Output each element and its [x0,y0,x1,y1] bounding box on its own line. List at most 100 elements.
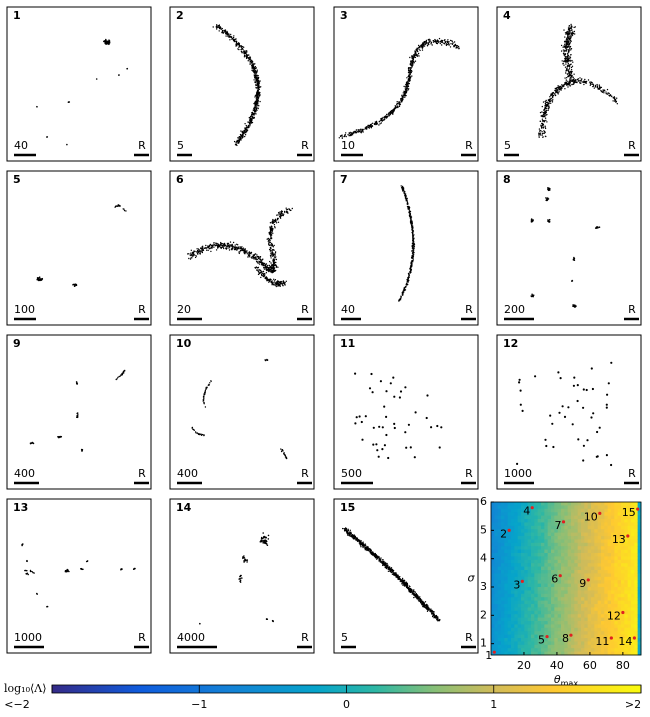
heatmap-cell [521,515,525,520]
heatmap-cell [594,522,599,527]
heatmap-cell [517,631,522,635]
x-tick-label: 20 [517,659,531,672]
point-label: 5 [538,634,545,647]
heatmap-cell [557,546,562,550]
heatmap-cell [597,508,602,513]
heatmap-cell [581,522,585,527]
heatmap-cell [544,617,549,622]
heatmap-cell [504,539,509,544]
heatmap-cell [611,522,615,527]
heatmap-cell [537,600,542,605]
heatmap-cell [577,631,582,635]
heatmap-cell [511,546,515,550]
heatmap-cell [604,519,609,523]
heatmap-cell [631,566,635,571]
heatmap-cell [637,529,642,533]
heatmap-cell [511,644,515,649]
heatmap-cell [511,600,515,605]
heatmap-cell [594,563,599,567]
heatmap-cell [581,610,585,615]
heatmap-cell [624,542,629,547]
heatmap-cell [491,559,495,564]
point-label: 2 [500,527,507,540]
heatmap-cell [584,502,589,506]
heatmap-cell [607,587,612,591]
heatmap-cell [524,580,529,584]
heatmap-cell [514,641,519,646]
heatmap-cell [504,590,509,595]
heatmap-cell [604,593,609,598]
heatmap-cell [547,525,552,530]
heatmap-cell [507,607,512,612]
heatmap-cell [521,583,525,588]
heatmap-cell [594,553,599,557]
heatmap-cell [557,634,562,639]
heatmap-cell [541,512,545,516]
heatmap-cell [504,651,509,656]
heatmap-cell [631,644,635,649]
heatmap-cell [507,502,512,506]
heatmap-cell [517,621,522,625]
heatmap-cell [577,648,582,652]
heatmap-cell [564,539,569,544]
heatmap-cell [521,563,525,567]
heatmap-cell [634,525,639,530]
heatmap-cell [564,648,569,652]
heatmap-cell [534,566,539,571]
heatmap-cell [587,634,592,639]
heatmap-cell [624,587,629,591]
heatmap-cell [494,597,499,601]
heatmap-cell [587,644,592,649]
heatmap-cell [527,553,532,557]
heatmap-cell [581,604,585,608]
heatmap-cell [601,566,605,571]
heatmap-cell [587,641,592,646]
heatmap-cell [587,546,592,550]
heatmap-cell [537,563,542,567]
heatmap-cell [497,546,502,550]
heatmap-cell [557,529,562,533]
heatmap-cell [614,641,619,646]
heatmap-cell [607,651,612,656]
heatmap-cell [574,502,579,506]
heatmap-cell [524,525,529,530]
heatmap-cell [617,529,622,533]
heatmap-cell [601,627,605,632]
heatmap-cell [574,532,579,537]
heatmap-cell [614,512,619,516]
panel-number: 9 [13,337,21,350]
heatmap-cell [521,542,525,547]
heatmap-cell [521,519,525,523]
heatmap-cell [491,610,495,615]
heatmap-cell [631,610,635,615]
heatmap-cell [604,559,609,564]
heatmap-cell [571,580,575,584]
heatmap-cell [551,553,555,557]
heatmap-cell [567,610,572,615]
heatmap-cell [517,573,522,578]
heatmap-cell [627,576,632,581]
heatmap-cell [604,641,609,646]
heatmap-cell [521,631,525,635]
heatmap-cell [577,512,582,516]
heatmap-cell [634,593,639,598]
heatmap-cell [531,542,535,547]
heatmap-cell [564,512,569,516]
heatmap-cell [494,610,499,615]
heatmap-cell [514,604,519,608]
heatmap-cell [564,566,569,571]
heatmap-cell [631,502,635,506]
heatmap-cell [571,627,575,632]
heatmap-cell [541,587,545,591]
heatmap-cell [491,515,495,520]
heatmap-cell [607,539,612,544]
heatmap-cell [634,542,639,547]
heatmap-cell [571,502,575,506]
heatmap-cell [627,587,632,591]
heatmap-cell [581,621,585,625]
heatmap-cell [584,648,589,652]
heatmap-cell [561,559,565,564]
heatmap-cell [617,566,622,571]
heatmap-cell [614,542,619,547]
